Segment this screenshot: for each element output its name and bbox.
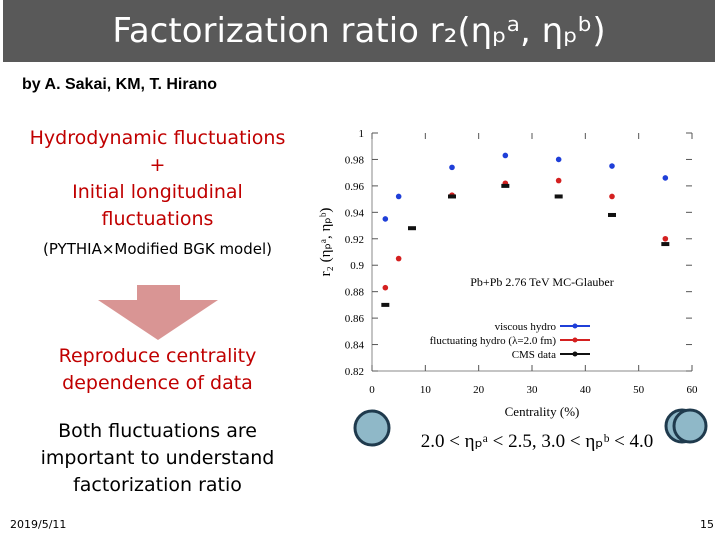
text-line: Reproduce centrality	[58, 345, 257, 367]
y-tick-label: 0.92	[345, 234, 364, 246]
authors: by A. Sakai, KM, T. Hirano	[22, 76, 218, 93]
text-line: Both fluctuations are	[58, 420, 257, 442]
data-point	[382, 216, 389, 222]
data-point	[395, 255, 402, 262]
data-point	[661, 242, 670, 247]
result-text: Reproduce centrality dependence of data	[10, 343, 305, 397]
model-text: Hydrodynamic fluctuations + Initial longit…	[10, 125, 305, 233]
legend-label: fluctuating hydro (λ=2.0 fm)	[430, 335, 557, 347]
y-tick-label: 0.84	[345, 340, 365, 352]
data-point	[501, 183, 510, 188]
data-point	[662, 175, 669, 181]
annotation: Pb+Pb 2.76 TeV MC-Glauber	[470, 275, 613, 289]
date: 2019/5/11	[10, 518, 67, 531]
y-axis-label: r₂ (ηₚᵃ, ηₚᵇ)	[318, 208, 334, 277]
text-line: Initial longitudinal	[72, 181, 243, 203]
x-tick-label: 10	[420, 384, 432, 396]
data-point	[609, 163, 615, 169]
data-point	[408, 226, 416, 231]
legend-swatch	[572, 351, 578, 357]
text-line: dependence of data	[62, 372, 253, 394]
x-tick-label: 60	[687, 384, 699, 396]
legend-swatch	[572, 337, 578, 343]
arrow	[98, 285, 218, 340]
text-line: fluctuations	[101, 208, 214, 230]
y-tick-label: 0.94	[345, 207, 365, 219]
x-tick-label: 50	[633, 384, 645, 396]
y-tick-label: 0.9	[350, 260, 364, 272]
y-tick-label: 0.82	[345, 366, 364, 378]
data-point	[502, 152, 509, 159]
x-tick-label: 20	[473, 384, 485, 396]
page-number: 15	[700, 518, 714, 531]
data-point	[381, 302, 390, 307]
data-point	[555, 156, 562, 163]
x-tick-label: 0	[369, 384, 375, 396]
y-tick-label: 0.98	[345, 154, 365, 166]
data-point	[554, 194, 563, 199]
text-line: Hydrodynamic fluctuations	[29, 127, 286, 149]
data-point	[662, 235, 669, 242]
x-axis-label: Centrality (%)	[505, 404, 580, 419]
y-tick-label: 1	[359, 128, 365, 140]
text-line: factorization ratio	[73, 474, 242, 496]
y-tick-label: 0.88	[345, 287, 365, 299]
slide-title: Factorization ratio r₂(ηₚᵃ, ηₚᵇ)	[3, 0, 715, 62]
data-point	[448, 194, 456, 199]
data-point	[555, 177, 562, 184]
conclusion-text: Both fluctuations are important to unders…	[10, 418, 305, 499]
model-note: (PYTHIA×Modified BGK model)	[42, 240, 272, 258]
legend-swatch	[572, 323, 578, 329]
x-tick-label: 30	[527, 384, 539, 396]
data-point	[449, 164, 455, 171]
x-tick-label: 40	[580, 384, 592, 396]
text-line: +	[149, 154, 166, 176]
y-tick-label: 0.86	[345, 313, 365, 325]
data-point	[609, 193, 615, 200]
data-point	[395, 193, 402, 200]
legend-label: CMS data	[512, 349, 556, 361]
text-line: important to understand	[40, 447, 275, 469]
nucleus-icon	[353, 409, 391, 447]
data-point	[608, 212, 616, 217]
data-point	[382, 284, 389, 291]
nucleus-icon	[672, 408, 708, 444]
rapidity-range: 2.0 < ηₚᵃ < 2.5, 3.0 < ηₚᵇ < 4.0	[421, 431, 654, 452]
y-tick-label: 0.96	[345, 181, 365, 193]
legend-label: viscous hydro	[495, 321, 557, 333]
